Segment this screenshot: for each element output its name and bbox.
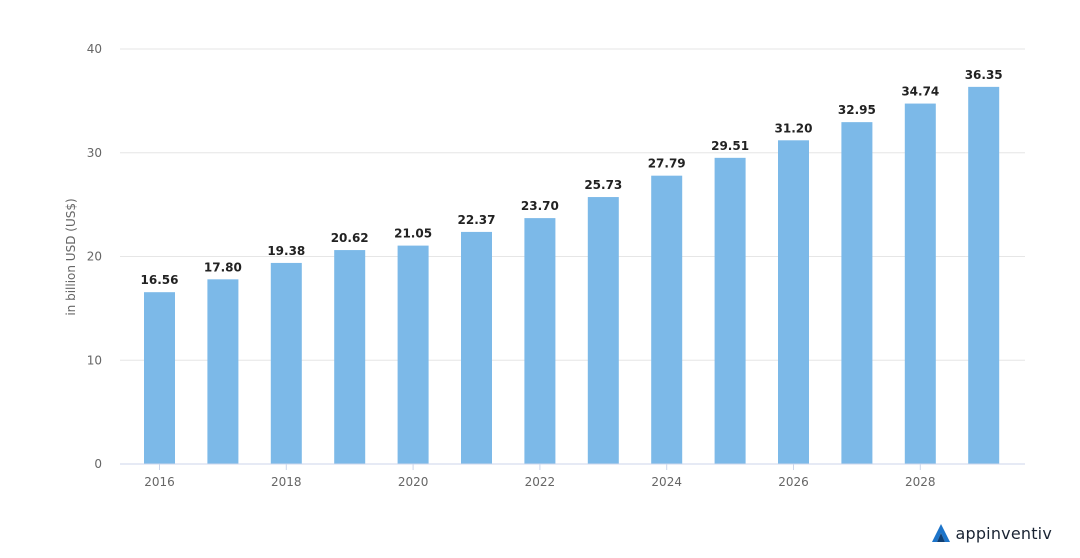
x-tick-label: 2028 <box>905 475 936 489</box>
bar-2029 <box>968 86 1000 465</box>
data-label-2027: 32.95 <box>838 103 876 117</box>
y-tick-label: 30 <box>87 146 102 160</box>
data-label-2017: 17.80 <box>204 260 242 274</box>
x-tick-label: 2016 <box>144 475 175 489</box>
y-tick-label: 20 <box>87 250 102 264</box>
x-tick-label: 2026 <box>778 475 809 489</box>
data-label-2016: 16.56 <box>141 273 179 287</box>
bar-2028 <box>904 103 936 464</box>
data-labels: 16.56 17.80 19.38 20.62 21.05 22.37 23.70 25.73… <box>141 68 1003 287</box>
bar-2018 <box>270 262 302 464</box>
bar-2026 <box>778 140 809 465</box>
appinventiv-logo-icon <box>932 524 951 542</box>
brand-name: appinventiv <box>955 523 1052 543</box>
bar-2023 <box>587 197 619 464</box>
data-label-2025: 29.51 <box>711 139 749 153</box>
data-label-2028: 34.74 <box>901 85 939 99</box>
data-label-2022: 23.70 <box>521 199 559 213</box>
data-label-2024: 27.79 <box>648 157 686 171</box>
y-tick-label: 10 <box>87 353 102 367</box>
bar-2016 <box>144 292 175 464</box>
x-tick-label: 2022 <box>525 475 556 489</box>
data-label-2020: 21.05 <box>394 227 432 241</box>
bar-2017 <box>207 279 239 464</box>
bar-2021 <box>461 231 492 464</box>
data-label-2019: 20.62 <box>331 231 369 245</box>
x-axis-ticks: 2016 2018 2020 2022 2024 2026 2028 <box>144 464 936 489</box>
y-tick-label: 40 <box>87 42 102 56</box>
bar-2027 <box>841 122 873 465</box>
data-label-2026: 31.20 <box>775 121 813 135</box>
gridlines <box>120 48 1025 361</box>
x-tick-label: 2020 <box>398 475 429 489</box>
x-tick-label: 2024 <box>651 475 682 489</box>
bar-2024 <box>651 175 683 464</box>
data-label-2021: 22.37 <box>458 213 496 227</box>
data-label-2029: 36.35 <box>965 68 1003 82</box>
brand-logo: appinventiv <box>930 522 1052 544</box>
bar-2020 <box>397 245 429 464</box>
data-label-2018: 19.38 <box>267 244 305 258</box>
x-tick-label: 2018 <box>271 475 302 489</box>
bars <box>144 86 1000 465</box>
y-tick-label: 0 <box>94 457 102 471</box>
bar-2019 <box>334 250 366 464</box>
y-axis-ticks: 0 10 20 30 40 <box>87 42 102 471</box>
bar-2022 <box>524 218 556 464</box>
bar-2025 <box>714 157 746 465</box>
y-axis-label: in billion USD (US$) <box>64 198 78 315</box>
data-label-2023: 25.73 <box>584 178 622 192</box>
